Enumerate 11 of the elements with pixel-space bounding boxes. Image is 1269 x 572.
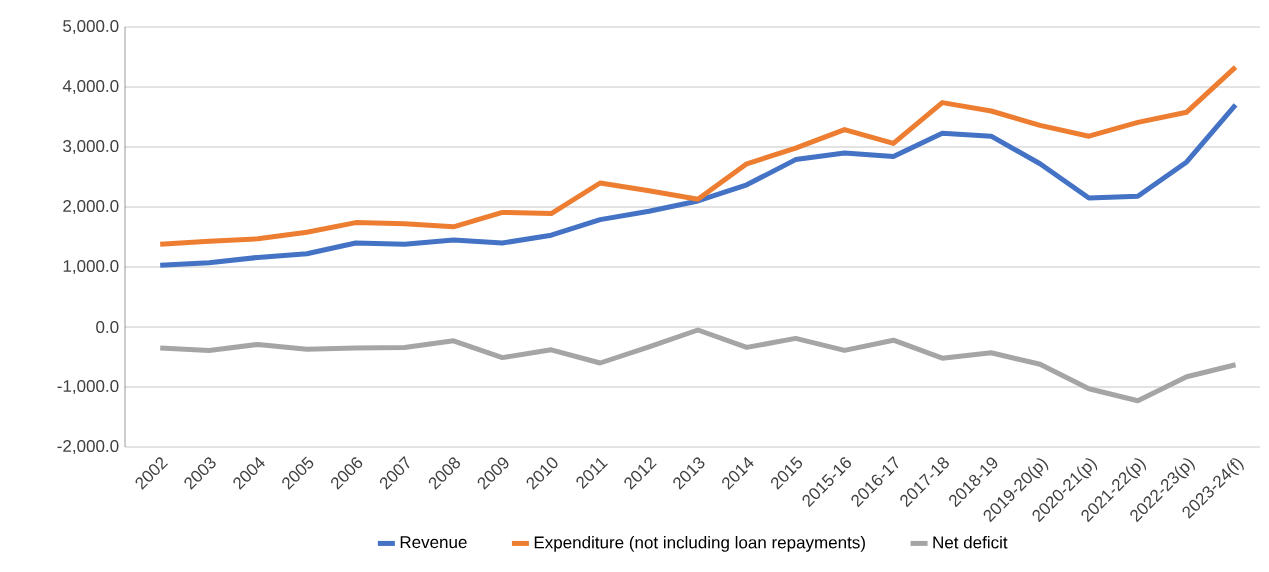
legend-label: Net deficit [933,535,1008,549]
y-tick-label: 0.0 [96,320,119,334]
y-tick-label: 5,000.0 [63,19,119,35]
y-tick-label: 2,000.0 [63,199,119,215]
y-tick-label: 4,000.0 [62,79,119,95]
y-tick-label: 3,000.0 [63,139,119,155]
legend-label: Expenditure (not including loan repayments) [534,535,865,552]
y-tick-label: -2,000.0 [57,439,119,455]
legend-label: Revenue [400,536,467,549]
y-tick-label: 1,000.0 [63,259,119,275]
y-tick-label: -1,000.0 [57,379,119,395]
